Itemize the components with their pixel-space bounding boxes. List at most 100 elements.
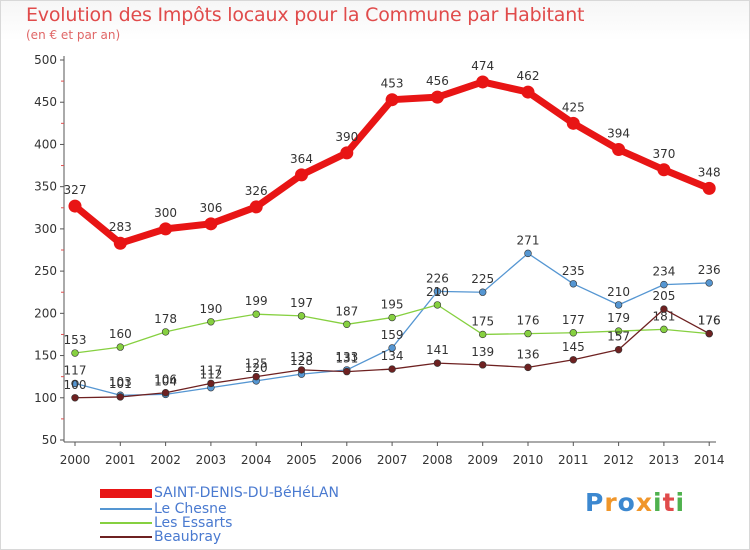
data-label-le-chesne: 210 <box>607 285 630 299</box>
data-point-les-essarts <box>71 349 79 357</box>
x-tick-label: 2013 <box>649 453 680 467</box>
y-tick-label: 150 <box>34 349 57 363</box>
data-label-beaubray: 141 <box>426 343 449 357</box>
data-label-saint-denis-du-b-h-lan: 453 <box>381 77 404 91</box>
data-point-beaubray <box>71 394 79 402</box>
data-point-saint-denis-du-b-h-lan <box>68 199 82 213</box>
data-point-le-chesne <box>71 379 79 388</box>
data-label-beaubray: 100 <box>64 378 87 392</box>
data-label-beaubray: 157 <box>607 330 630 344</box>
x-tick-label: 2009 <box>467 453 498 467</box>
legend-swatch-saint-denis <box>100 488 152 498</box>
data-point-le-chesne <box>388 344 396 352</box>
y-tick-label: 500 <box>34 53 57 67</box>
data-point-les-essarts <box>252 310 260 318</box>
legend-label-beaubray: Beaubray <box>154 529 222 545</box>
x-tick-label: 2000 <box>60 453 91 467</box>
data-point-saint-denis-du-b-h-lan <box>295 168 308 182</box>
data-point-saint-denis-du-b-h-lan <box>476 75 490 89</box>
data-label-les-essarts: 178 <box>154 312 177 326</box>
data-label-saint-denis-du-b-h-lan: 327 <box>64 183 87 197</box>
data-label-les-essarts: 197 <box>290 296 313 310</box>
x-tick-label: 2003 <box>196 453 227 467</box>
data-point-les-essarts <box>433 301 442 309</box>
x-tick-label: 2010 <box>513 453 544 467</box>
data-point-beaubray <box>614 345 623 354</box>
data-label-saint-denis-du-b-h-lan: 364 <box>290 152 313 166</box>
data-point-saint-denis-du-b-h-lan <box>204 217 218 231</box>
data-label-les-essarts: 177 <box>562 313 585 327</box>
data-label-beaubray: 106 <box>154 373 177 387</box>
legend-swatch-le-chesne <box>100 508 152 510</box>
legend-label-saint-denis: SAINT-DENIS-DU-BéHéLAN <box>154 485 339 501</box>
data-point-le-chesne <box>569 280 577 288</box>
data-point-les-essarts <box>388 313 396 322</box>
data-point-saint-denis-du-b-h-lan <box>159 222 173 236</box>
x-tick-label: 2012 <box>603 453 634 467</box>
data-point-saint-denis-du-b-h-lan <box>113 236 127 250</box>
chart-subtitle: (en € et par an) <box>26 28 121 42</box>
y-tick-label: 200 <box>34 306 57 320</box>
data-point-les-essarts <box>207 318 215 326</box>
x-tick-label: 2008 <box>422 453 453 467</box>
y-tick-label: 250 <box>34 264 57 278</box>
y-tick-label: 100 <box>34 391 57 405</box>
data-label-le-chesne: 236 <box>698 263 721 277</box>
data-label-beaubray: 101 <box>109 377 132 391</box>
data-point-le-chesne <box>433 287 442 296</box>
data-label-le-chesne: 234 <box>652 265 675 279</box>
data-point-les-essarts <box>297 312 306 320</box>
data-point-saint-denis-du-b-h-lan <box>657 163 671 177</box>
data-label-beaubray: 117 <box>199 363 222 377</box>
data-point-beaubray <box>297 366 306 374</box>
data-point-saint-denis-du-b-h-lan <box>521 85 535 99</box>
data-label-le-chesne: 271 <box>517 233 540 247</box>
data-point-beaubray <box>660 305 668 313</box>
data-label-le-chesne: 103 <box>109 375 132 389</box>
data-point-beaubray <box>343 367 351 376</box>
legend-swatch-les-essarts <box>100 522 152 524</box>
legend-item-saint-denis: SAINT-DENIS-DU-BéHéLAN <box>100 485 339 501</box>
data-label-le-chesne: 159 <box>381 328 404 342</box>
data-label-saint-denis-du-b-h-lan: 306 <box>199 201 222 215</box>
data-point-le-chesne <box>660 280 668 289</box>
data-point-les-essarts <box>116 343 125 351</box>
chart-title: Evolution des Impôts locaux pour la Comm… <box>26 4 585 26</box>
data-point-saint-denis-du-b-h-lan <box>702 181 716 195</box>
data-label-les-essarts: 153 <box>64 333 87 347</box>
data-point-saint-denis-du-b-h-lan <box>249 200 263 214</box>
data-label-les-essarts: 175 <box>471 314 494 328</box>
x-tick-label: 2004 <box>241 453 272 467</box>
data-point-beaubray <box>207 379 215 388</box>
data-point-le-chesne <box>524 249 532 258</box>
legend-item-le-chesne: Le Chesne <box>100 501 227 517</box>
y-tick-label: 450 <box>34 95 57 109</box>
data-label-beaubray: 131 <box>335 352 358 366</box>
legend-item-les-essarts: Les Essarts <box>100 515 233 531</box>
data-label-le-chesne: 117 <box>64 363 87 377</box>
data-point-les-essarts <box>660 325 668 334</box>
data-label-saint-denis-du-b-h-lan: 370 <box>652 147 675 161</box>
data-point-beaubray <box>252 372 260 381</box>
data-label-beaubray: 133 <box>290 350 313 364</box>
data-point-les-essarts <box>614 327 623 335</box>
data-point-saint-denis-du-b-h-lan <box>385 93 399 107</box>
data-label-le-chesne: 235 <box>562 264 585 278</box>
data-label-les-essarts: 195 <box>381 298 404 312</box>
data-label-les-essarts: 190 <box>199 302 222 316</box>
data-point-beaubray <box>524 363 532 372</box>
data-label-les-essarts: 187 <box>335 304 358 318</box>
x-tick-label: 2006 <box>332 453 363 467</box>
data-point-saint-denis-du-b-h-lan <box>430 90 444 104</box>
data-label-beaubray: 136 <box>517 347 540 361</box>
data-label-les-essarts: 176 <box>698 314 721 328</box>
legend-label-les-essarts: Les Essarts <box>154 515 233 531</box>
data-point-beaubray <box>116 393 125 401</box>
data-point-le-chesne <box>614 301 623 309</box>
data-point-saint-denis-du-b-h-lan <box>612 143 626 157</box>
x-tick-label: 2005 <box>286 453 317 467</box>
data-label-le-chesne: 133 <box>335 350 358 364</box>
data-point-les-essarts <box>161 328 170 336</box>
